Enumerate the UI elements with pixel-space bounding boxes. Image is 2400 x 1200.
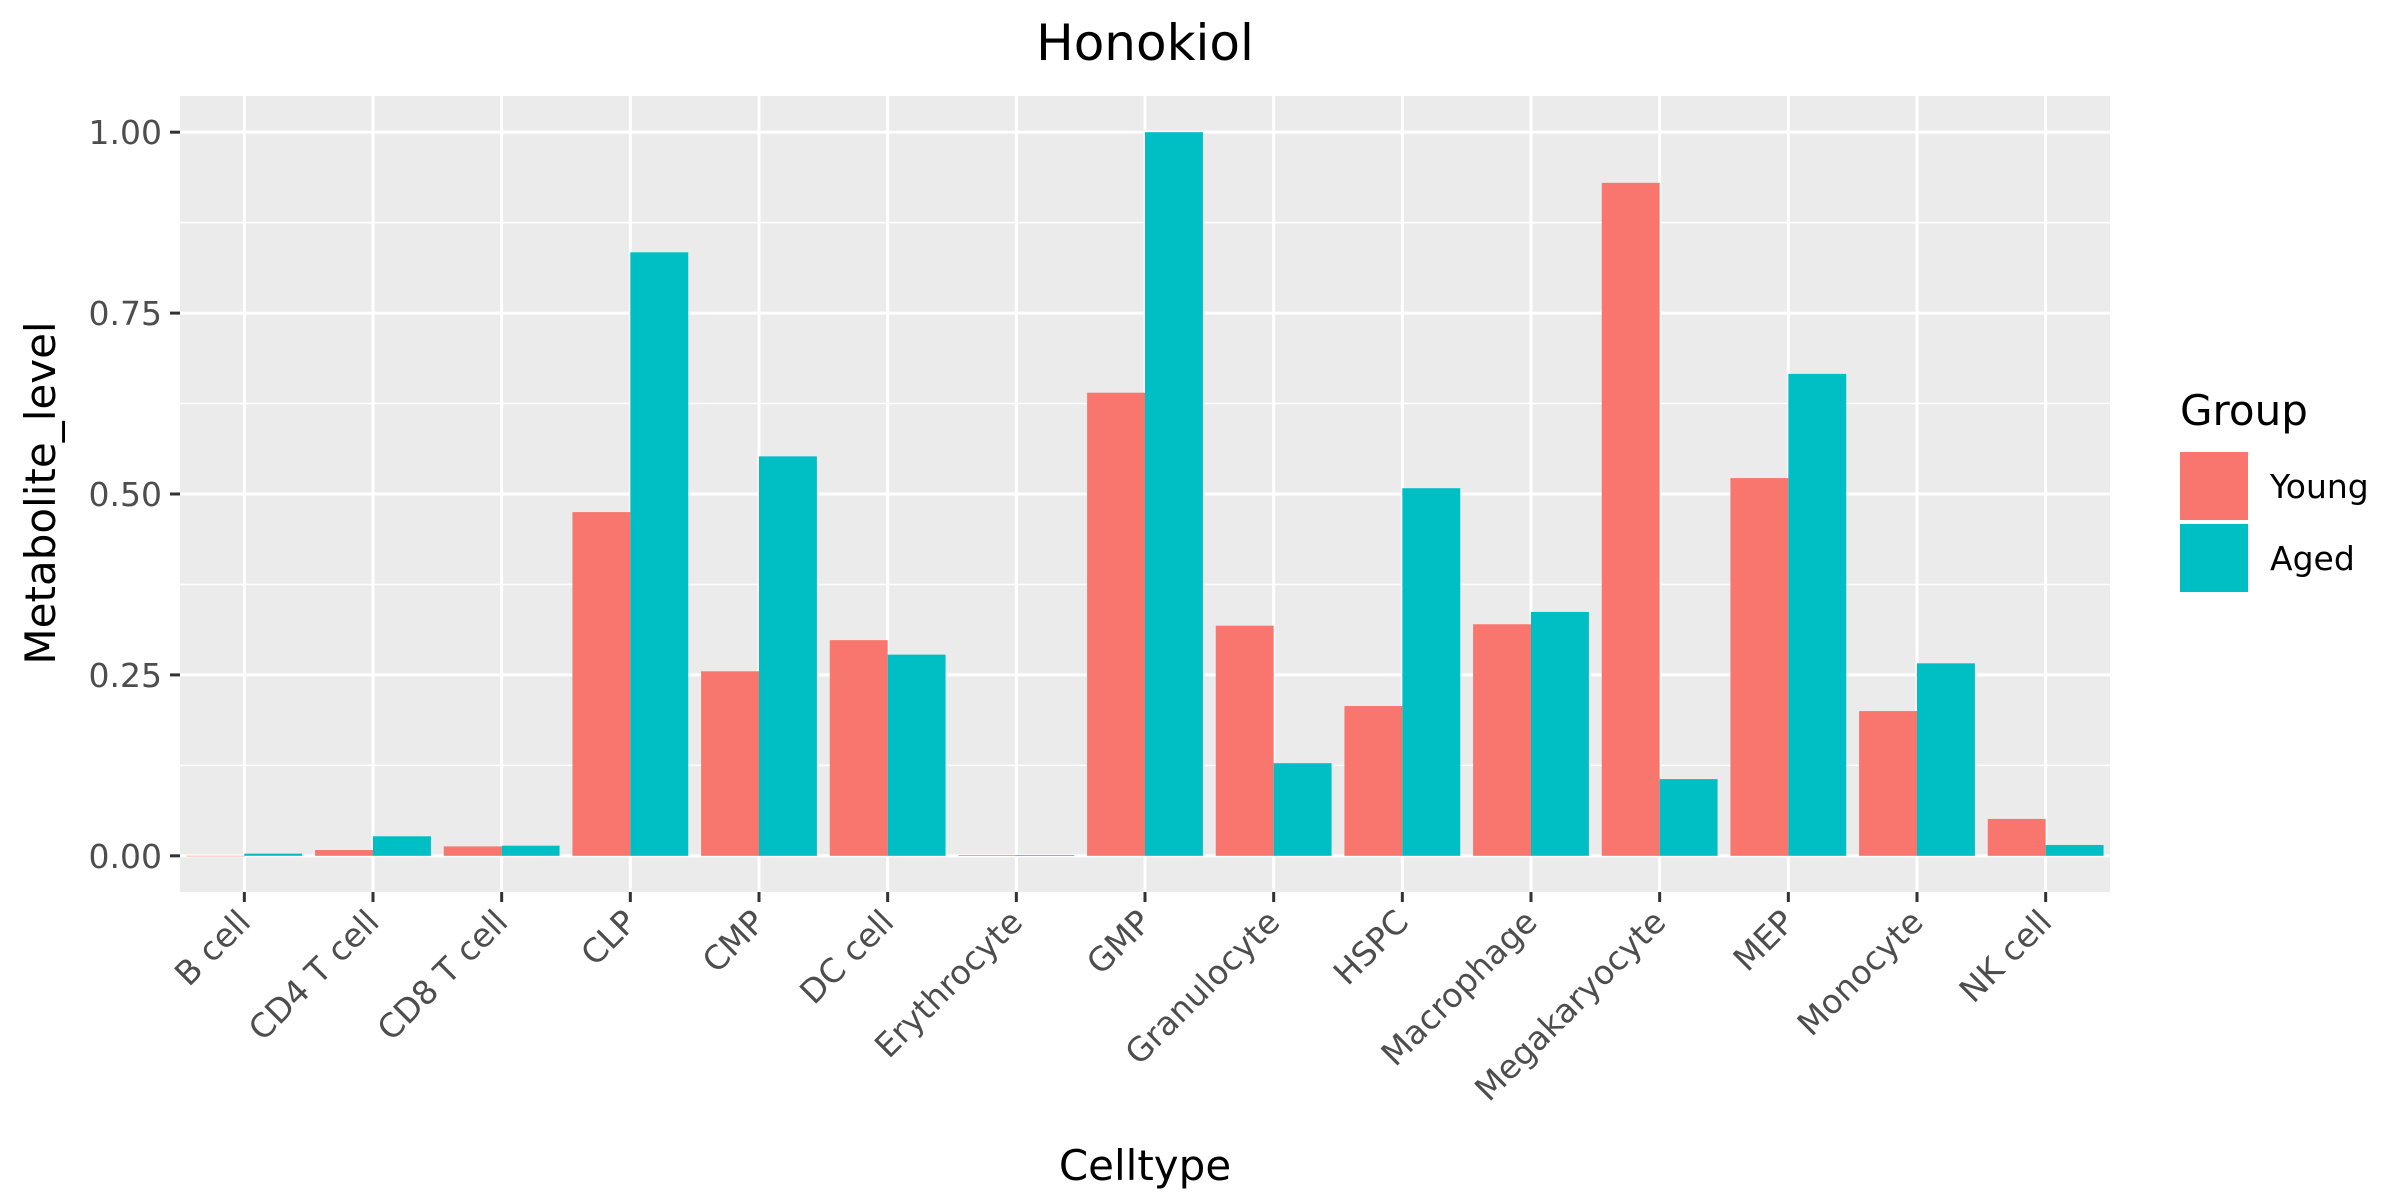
y-tick-label: 0.00 <box>89 837 162 876</box>
bar-aged <box>1145 132 1203 856</box>
bar-aged <box>759 456 817 856</box>
y-tick-label: 0.50 <box>89 475 162 514</box>
bars <box>186 132 2104 857</box>
bar-aged <box>244 853 303 856</box>
bar-aged <box>1917 663 1975 856</box>
legend-label-young: Young <box>2269 467 2369 506</box>
bar-aged <box>373 836 431 856</box>
bar-young <box>1601 182 1660 856</box>
legend-label-aged: Aged <box>2270 539 2355 578</box>
bar-young <box>829 640 888 856</box>
x-tick-label: B cell <box>167 902 258 993</box>
bar-aged <box>1659 779 1718 856</box>
bar-young <box>315 850 373 856</box>
bar-young <box>1987 818 2046 856</box>
y-axis-title: Metabolite_level <box>16 321 65 664</box>
bar-aged <box>1273 763 1332 856</box>
bar-young <box>1859 711 1917 856</box>
x-tick-label: CD8 T cell <box>369 902 515 1048</box>
x-tick-label: CD4 T cell <box>241 902 387 1048</box>
x-tick-label: NK cell <box>1951 902 2059 1010</box>
legend-key-young <box>2180 452 2248 520</box>
y-tick-label: 1.00 <box>89 113 162 152</box>
bar-aged <box>887 654 946 856</box>
bar-young <box>1473 624 1531 856</box>
chart-title: Honokiol <box>1036 14 1254 72</box>
legend: Group Young Aged <box>2180 386 2369 592</box>
bar-aged <box>1402 488 1461 856</box>
y-tick-label: 0.75 <box>89 294 162 333</box>
x-tick-label: MEP <box>1725 902 1802 979</box>
x-tick-label: DC cell <box>792 902 901 1011</box>
bar-aged <box>2045 844 2104 856</box>
bar-young <box>1215 625 1274 856</box>
bar-aged <box>630 252 689 856</box>
bar-young <box>701 671 759 856</box>
bar-young <box>572 512 631 856</box>
x-tick-label: HSPC <box>1326 902 1416 992</box>
y-tick-label: 0.25 <box>89 656 162 695</box>
bar-aged <box>1531 611 1589 856</box>
bar-young <box>1087 392 1145 856</box>
bar-aged <box>501 845 560 856</box>
x-axis-title: Celltype <box>1059 1141 1231 1190</box>
x-tick-label: CMP <box>695 902 773 980</box>
bar-aged <box>1016 855 1075 856</box>
bar-young <box>186 855 245 857</box>
legend-key-aged <box>2180 524 2248 592</box>
legend-title: Group <box>2180 386 2308 435</box>
bar-young <box>1344 706 1403 856</box>
bar-young <box>958 855 1017 856</box>
bar-aged <box>1788 373 1847 856</box>
y-axis: 0.00 0.25 0.50 0.75 1.00 <box>89 113 180 876</box>
bar-young <box>1730 478 1789 856</box>
bar-young <box>443 846 502 856</box>
x-tick-label: Monocyte <box>1789 902 1930 1043</box>
x-tick-label: GMP <box>1079 902 1159 982</box>
x-tick-label: CLP <box>573 902 644 973</box>
